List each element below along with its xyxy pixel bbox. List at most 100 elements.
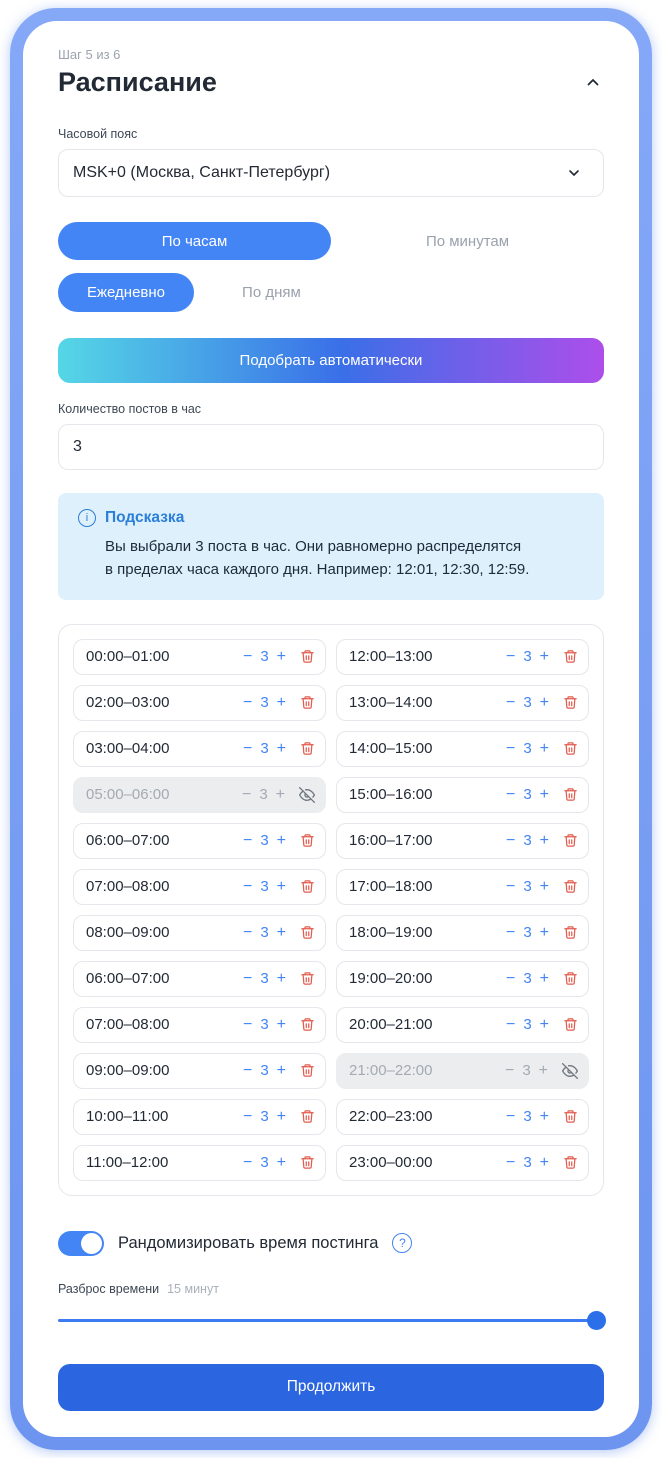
trash-icon[interactable] (300, 649, 315, 664)
decrement-button[interactable]: − (505, 923, 516, 941)
decrement-button[interactable]: − (242, 969, 253, 987)
decrement-button[interactable]: − (505, 1153, 516, 1171)
decrement-button[interactable]: − (242, 739, 253, 757)
trash-icon[interactable] (563, 925, 578, 940)
decrement-button[interactable]: − (242, 877, 253, 895)
decrement-button[interactable]: − (242, 923, 253, 941)
decrement-button[interactable]: − (505, 1107, 516, 1125)
decrement-button[interactable]: − (505, 969, 516, 987)
increment-button[interactable]: + (276, 647, 286, 665)
decrement-button[interactable]: − (505, 877, 516, 895)
decrement-button[interactable]: − (242, 1107, 253, 1125)
time-slot-row: 12:00–13:00 −3 + (336, 638, 589, 675)
trash-icon[interactable] (563, 1109, 578, 1124)
decrement-button[interactable]: − (242, 693, 253, 711)
posts-per-hour-input[interactable] (58, 424, 604, 470)
slider-thumb[interactable] (587, 1310, 606, 1330)
decrement-button: − (241, 785, 252, 803)
trash-icon[interactable] (300, 695, 315, 710)
time-slot-row: 17:00–18:00 −3 + (336, 868, 589, 905)
increment-button[interactable]: + (539, 1153, 549, 1171)
spread-label: Разброс времени (58, 1281, 160, 1296)
trash-icon[interactable] (300, 879, 315, 894)
increment-button[interactable]: + (276, 1015, 286, 1033)
decrement-button[interactable]: − (242, 831, 253, 849)
trash-icon[interactable] (563, 833, 578, 848)
slider-track[interactable] (58, 1318, 604, 1322)
trash-icon[interactable] (300, 925, 315, 940)
post-count: 3 (523, 1154, 532, 1171)
timezone-select[interactable]: MSK+0 (Москва, Санкт-Петербург) (58, 149, 604, 197)
continue-button[interactable]: Продолжить (58, 1363, 604, 1411)
time-slot-row: 00:00–01:00 −3 + (73, 638, 326, 675)
trash-icon[interactable] (563, 1017, 578, 1032)
auto-pick-button[interactable]: Подобрать автоматически (58, 338, 604, 383)
hint-title: Подсказка (105, 509, 185, 526)
post-count: 3 (260, 694, 269, 711)
hint-text: Вы выбрали 3 поста в час. Они равномерно… (105, 538, 530, 579)
increment-button[interactable]: + (276, 1153, 286, 1171)
trash-icon[interactable] (563, 741, 578, 756)
increment-button[interactable]: + (539, 831, 549, 849)
increment-button[interactable]: + (539, 923, 549, 941)
trash-icon[interactable] (300, 833, 315, 848)
eye-off-icon[interactable] (299, 786, 315, 803)
trash-icon[interactable] (563, 649, 578, 664)
slot-controls: −3 + (242, 1062, 315, 1079)
increment-button[interactable]: + (276, 1061, 286, 1079)
trash-icon[interactable] (563, 879, 578, 894)
slot-column-left: 00:00–01:00−3 +02:00–03:00−3 +03:00–04:00−… (73, 638, 326, 1181)
decrement-button[interactable]: − (505, 647, 516, 665)
trash-icon[interactable] (300, 1109, 315, 1124)
increment-button[interactable]: + (276, 693, 286, 711)
eye-off-icon[interactable] (562, 1062, 578, 1079)
post-count: 3 (523, 740, 532, 757)
increment-button[interactable]: + (276, 923, 286, 941)
increment-button[interactable]: + (539, 1107, 549, 1125)
decrement-button[interactable]: − (242, 1061, 253, 1079)
decrement-button[interactable]: − (505, 1015, 516, 1033)
decrement-button[interactable]: − (505, 831, 516, 849)
increment-button[interactable]: + (539, 969, 549, 987)
increment-button[interactable]: + (539, 693, 549, 711)
trash-icon[interactable] (300, 971, 315, 986)
increment-button[interactable]: + (276, 969, 286, 987)
question-icon[interactable]: ? (392, 1233, 413, 1253)
tab-by-days[interactable]: По дням (236, 283, 307, 302)
tab-by-minutes[interactable]: По минутам (331, 222, 604, 260)
increment-button[interactable]: + (539, 647, 549, 665)
tab-daily[interactable]: Ежедневно (58, 273, 195, 312)
post-count: 3 (523, 832, 532, 849)
increment-button[interactable]: + (276, 877, 286, 895)
trash-icon[interactable] (563, 695, 578, 710)
randomize-toggle[interactable] (58, 1230, 104, 1256)
increment-button[interactable]: + (539, 785, 549, 803)
decrement-button[interactable]: − (505, 739, 516, 757)
slot-controls: −3 + (242, 1108, 315, 1125)
increment-button[interactable]: + (539, 1015, 549, 1033)
trash-icon[interactable] (563, 787, 578, 802)
spread-slider[interactable] (58, 1310, 606, 1331)
slot-controls: −3 + (242, 832, 315, 849)
increment-button[interactable]: + (539, 739, 549, 757)
increment-button[interactable]: + (276, 1107, 286, 1125)
increment-button[interactable]: + (539, 877, 549, 895)
decrement-button[interactable]: − (242, 1153, 253, 1171)
day-tabs: Ежедневно По дням (58, 273, 604, 312)
increment-button[interactable]: + (276, 739, 286, 757)
decrement-button[interactable]: − (505, 785, 516, 803)
increment-button[interactable]: + (276, 831, 286, 849)
collapse-section-button[interactable] (582, 72, 604, 94)
decrement-button[interactable]: − (242, 1015, 253, 1033)
slot-time-range: 10:00–11:00 (86, 1108, 169, 1125)
trash-icon[interactable] (300, 1063, 315, 1078)
tab-by-hours[interactable]: По часам (58, 222, 331, 260)
decrement-button[interactable]: − (242, 647, 253, 665)
trash-icon[interactable] (300, 741, 315, 756)
decrement-button[interactable]: − (505, 693, 516, 711)
trash-icon[interactable] (300, 1017, 315, 1032)
time-slot-row: 08:00–09:00 −3 + (73, 914, 326, 951)
trash-icon[interactable] (563, 1155, 578, 1170)
trash-icon[interactable] (563, 971, 578, 986)
trash-icon[interactable] (300, 1155, 315, 1170)
